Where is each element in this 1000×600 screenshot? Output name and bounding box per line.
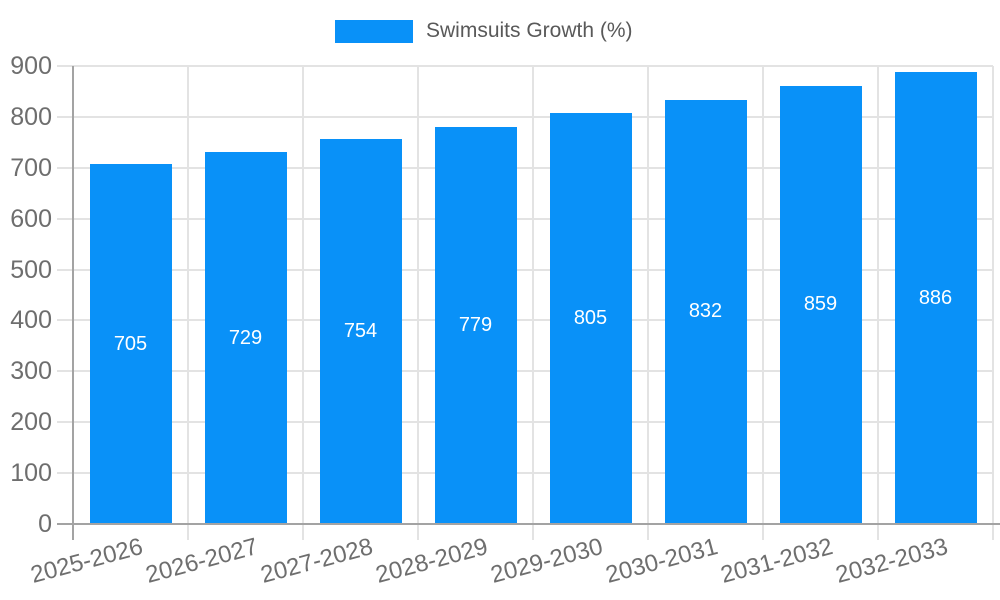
gridline-horizontal — [57, 421, 993, 424]
gridline-horizontal — [57, 268, 993, 271]
bar[interactable]: 886 — [894, 72, 977, 523]
gridline-vertical — [532, 66, 534, 540]
y-tick-label: 800 — [10, 102, 52, 131]
gridline-horizontal — [57, 370, 993, 373]
gridline-vertical — [762, 66, 764, 540]
y-tick-label: 100 — [10, 459, 52, 488]
gridline-vertical — [647, 66, 649, 540]
gridline-vertical — [877, 66, 879, 540]
gridline-horizontal — [57, 166, 993, 169]
bar[interactable]: 705 — [89, 164, 172, 523]
bar-value-label: 832 — [688, 300, 723, 323]
y-tick-label: 200 — [10, 408, 52, 437]
gridline-vertical — [417, 66, 419, 540]
y-tick-label: 400 — [10, 306, 52, 335]
gridline-vertical — [992, 66, 994, 540]
bar[interactable]: 729 — [204, 152, 287, 523]
bar-value-label: 805 — [573, 307, 608, 330]
y-tick-label: 500 — [10, 255, 52, 284]
gridline-horizontal — [57, 319, 993, 322]
bar-value-label: 729 — [228, 326, 263, 349]
y-tick-label: 900 — [10, 52, 52, 80]
gridline-vertical — [187, 66, 189, 540]
bar[interactable]: 859 — [779, 85, 862, 523]
legend-swatch — [335, 19, 413, 43]
bar[interactable]: 779 — [434, 126, 517, 523]
bar-value-label: 886 — [918, 286, 953, 309]
gridline-vertical — [302, 66, 304, 540]
bar-value-label: 779 — [458, 313, 493, 336]
legend-label: Swimsuits Growth (%) — [426, 19, 633, 42]
bar[interactable]: 754 — [319, 139, 402, 523]
bar-value-label: 705 — [113, 332, 148, 355]
bar[interactable]: 805 — [549, 113, 632, 523]
y-tick-label: 700 — [10, 153, 52, 182]
gridline-horizontal — [57, 115, 993, 118]
y-axis-line — [72, 66, 74, 540]
bar-value-label: 859 — [803, 293, 838, 316]
bar[interactable]: 832 — [664, 99, 747, 523]
y-tick-label: 300 — [10, 357, 52, 386]
x-axis-line — [57, 523, 1000, 525]
gridline-horizontal — [57, 65, 993, 67]
bar-value-label: 754 — [343, 320, 378, 343]
gridline-horizontal — [57, 217, 993, 220]
y-tick-label: 600 — [10, 204, 52, 233]
y-tick-label: 0 — [38, 510, 52, 538]
gridline-horizontal — [57, 472, 993, 475]
legend[interactable]: Swimsuits Growth (%) — [335, 18, 633, 44]
